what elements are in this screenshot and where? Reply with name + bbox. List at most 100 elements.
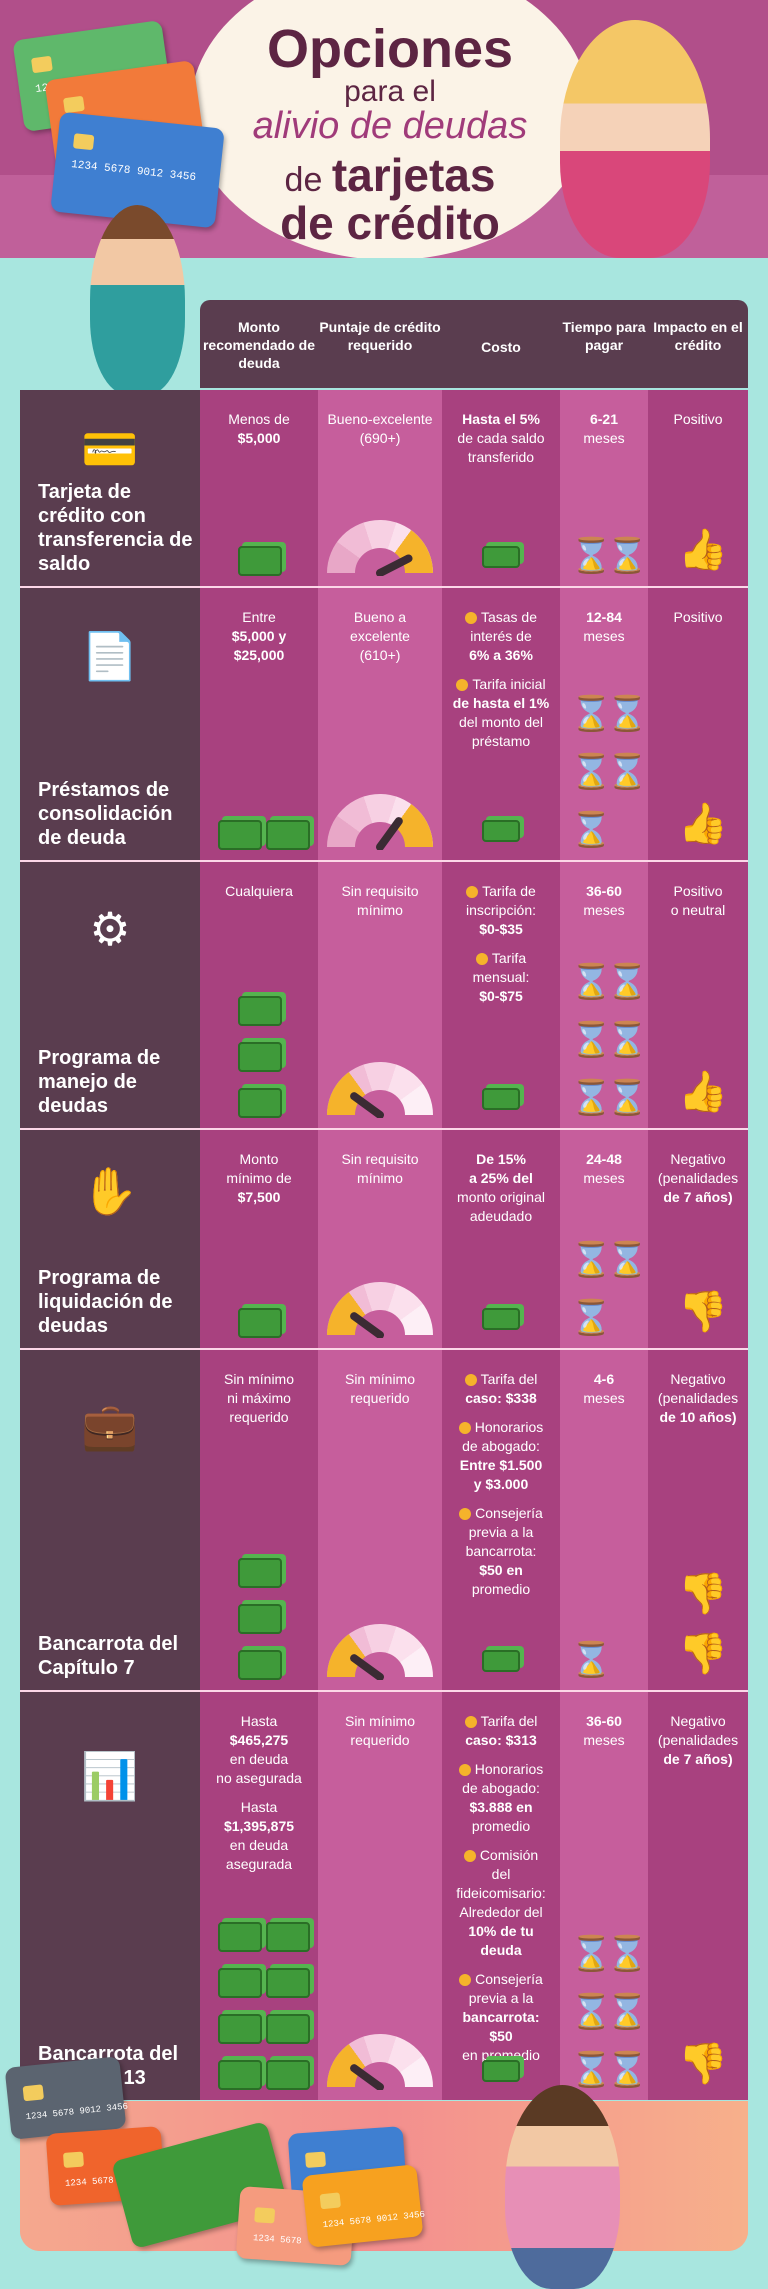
cost-text: monto original — [457, 1189, 545, 1205]
hourglass-icon: ⌛ — [570, 1641, 613, 1679]
cost-text: De 15% — [476, 1151, 526, 1167]
cell-line: Negativo — [670, 1371, 726, 1387]
time-unit: meses — [583, 1170, 625, 1186]
score-cell: Sin mínimo requerido — [318, 1692, 442, 2100]
cell-line: ni máximo — [227, 1390, 291, 1406]
cost-text: inscripción: — [465, 902, 537, 918]
cell-line: en deuda — [229, 1837, 289, 1853]
cell-line: en deuda — [229, 1751, 289, 1767]
impact-cell: Positivo — [648, 588, 748, 860]
time-cell: 4-6 meses — [560, 1350, 648, 1690]
hourglass-icon: ⌛ — [570, 1241, 613, 1279]
time-unit: meses — [583, 1390, 625, 1406]
time-unit: meses — [583, 628, 625, 644]
cell-line: $5,000 y — [231, 628, 287, 644]
cell-line: Sin mínimo — [344, 1371, 416, 1387]
cost-text: transferido — [467, 449, 535, 465]
hourglass-icon: ⌛ — [606, 537, 649, 575]
title-line-2: para el — [344, 75, 436, 108]
cell-line — [200, 1788, 318, 1798]
cash-stack-icon — [266, 1922, 310, 1952]
impact-cell: Negativo (penalidades de 7 años) — [648, 1692, 748, 2100]
hourglass-icon: ⌛ — [606, 1993, 649, 2031]
time-unit: meses — [583, 1732, 625, 1748]
cell-line: de 10 años) — [659, 1409, 737, 1425]
cell-line: (penalidades — [657, 1390, 739, 1406]
cash-stack-icon — [238, 1604, 282, 1634]
hand-cash-icon: ✋ — [81, 1165, 139, 1218]
cost-note: Comisión del fideicomisario: Alrededor del… — [449, 1846, 553, 1960]
cash-stack-icon — [238, 546, 282, 576]
cash-stack-icon — [218, 820, 262, 850]
row-label: ⚙ Programa de manejo de deudas — [20, 862, 200, 1128]
row-name: Programa de liquidación de deudas — [38, 1267, 173, 1337]
cell-line: no asegurada — [216, 1770, 302, 1786]
cost-text: Hasta el 5% — [462, 411, 540, 427]
impact-cell: Positivo o neutral — [648, 862, 748, 1128]
column-header-impact: Impacto en el crédito — [648, 300, 748, 388]
cell-line: Hasta — [240, 1713, 278, 1729]
cost-note: Tarifa del caso: $338 — [449, 1370, 553, 1408]
cell-line: Positivo — [673, 609, 723, 625]
card-chip-icon — [62, 2151, 84, 2168]
card-number: 1234 5678 9012 3456 — [25, 2101, 129, 2123]
cell-line: requerido — [350, 1390, 410, 1406]
table-row: 📊Bancarrota del Capítulo 13 Hasta $465,275… — [20, 1692, 748, 2100]
cost-text: de abogado: — [462, 1438, 540, 1454]
card-number: 1234 5678 9012 3456 — [70, 159, 197, 185]
card-chip-icon — [319, 2192, 342, 2210]
cash-stack-icon — [218, 2060, 262, 2090]
cost-text: del monto del — [458, 714, 544, 730]
card-chip-icon — [30, 55, 53, 74]
column-header-score: Puntaje de crédito requerido — [318, 300, 442, 388]
woman-thumbs-up-illustration — [505, 2085, 620, 2289]
thumbs-down-icon: 👎 — [678, 1572, 728, 1616]
cost-cell: Tarifa del caso: $338 Honorarios de abogado… — [442, 1350, 560, 1690]
credit-score-gauge — [327, 794, 433, 850]
cost-text: promedio — [471, 1581, 531, 1597]
cost-text: Tarifa — [491, 950, 527, 966]
hourglass-icon: ⌛ — [570, 1079, 613, 1117]
title-bubble — [190, 0, 590, 258]
cell-line: $465,275 — [229, 1732, 289, 1748]
card-number: 1234 5678 — [252, 2233, 302, 2247]
cell-line: Negativo — [670, 1151, 726, 1167]
info-bullet-icon — [456, 679, 469, 692]
thumbs-up-icon: 👍 — [678, 1070, 728, 1114]
time-unit: meses — [583, 902, 625, 918]
cost-text: caso: $313 — [465, 1732, 537, 1748]
cost-cash-icon — [482, 1308, 520, 1330]
time-cell: 36-60 meses — [560, 1692, 648, 2100]
cell-line: Bueno a — [353, 609, 407, 625]
cell-line: (690+) — [359, 430, 401, 446]
cash-stack-icon — [218, 1968, 262, 1998]
amount-cell: Entre $5,000 y $25,000 — [200, 588, 318, 860]
hourglass-icon: ⌛ — [606, 1241, 649, 1279]
cell-line: $5,000 — [237, 430, 281, 446]
cost-text: bancarrota: $50 — [462, 2009, 540, 2044]
hourglass-icon: ⌛ — [606, 1935, 649, 1973]
man-thinking-illustration — [90, 205, 185, 395]
time-range: 12-84 — [586, 609, 622, 625]
cell-line: de 7 años) — [663, 1751, 733, 1767]
cell-line: excelente — [350, 628, 410, 644]
title-line-1: Opciones — [266, 19, 514, 79]
thumbs-up-icon: 👍 — [678, 528, 728, 572]
cost-text: Alrededor del — [459, 1904, 543, 1920]
cost-cash-icon — [482, 2060, 520, 2082]
time-range: 4-6 — [593, 1371, 615, 1387]
info-bullet-icon — [464, 1716, 477, 1729]
hourglass-icon: ⌛ — [570, 2051, 613, 2089]
card-chip-icon — [72, 133, 95, 151]
row-name: Programa de manejo de deudas — [38, 1047, 161, 1117]
amount-cell: Cualquiera — [200, 862, 318, 1128]
cell-line: Bueno-excelente — [327, 411, 433, 427]
row-name: Tarjeta de crédito con transferencia de … — [38, 481, 193, 575]
cost-text: y $3.000 — [473, 1476, 529, 1492]
info-bullet-icon — [459, 1974, 472, 1987]
time-range: 6-21 — [589, 411, 619, 427]
cell-line: asegurada — [225, 1856, 293, 1872]
table-row: 📄 Préstamos de consolidación de deuda Entr… — [20, 588, 748, 860]
cost-note: Tasas de interés de 6% a 36% — [449, 608, 553, 665]
card-chip-icon — [254, 2207, 276, 2224]
